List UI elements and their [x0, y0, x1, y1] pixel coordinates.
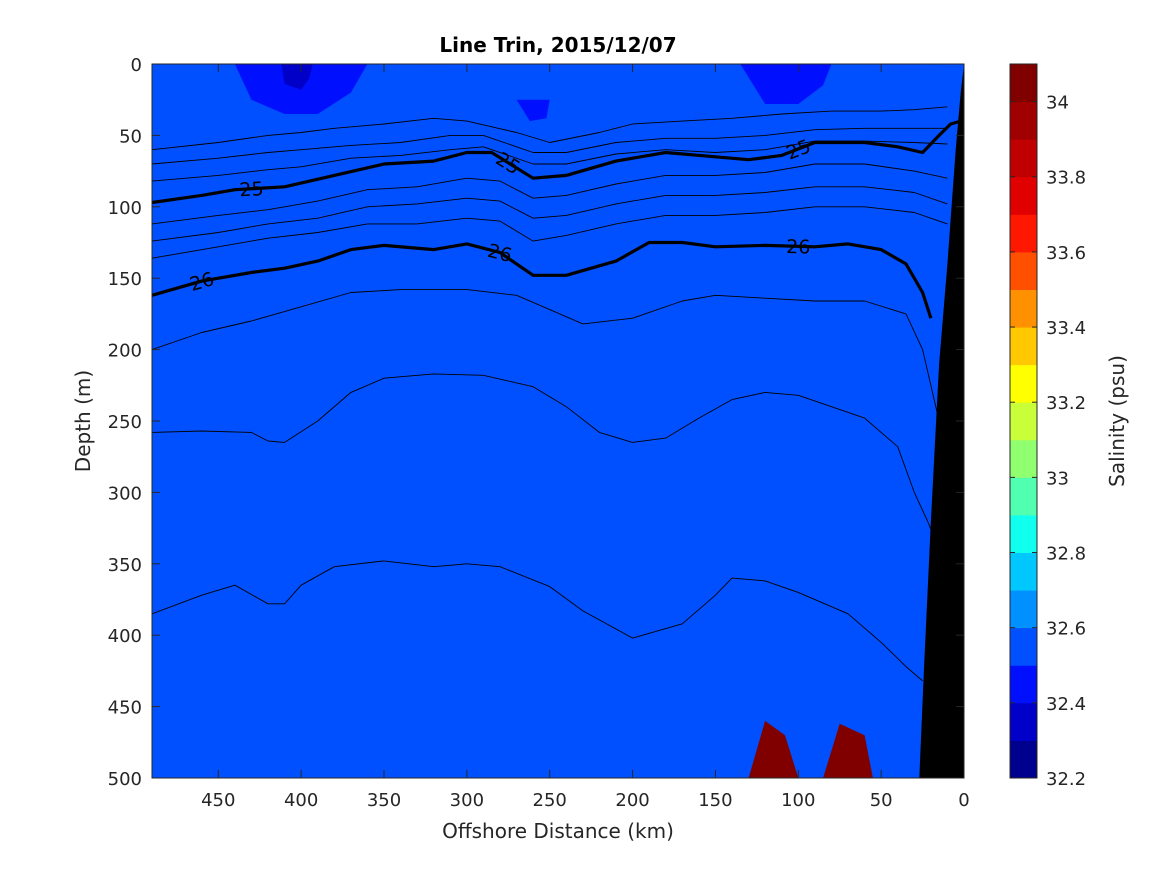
colorbar-tick-label: 32.2 [1046, 769, 1086, 790]
x-tick-label: 400 [284, 790, 318, 811]
contour-label-25: 25 [239, 178, 264, 201]
colorbar-swatch [1010, 64, 1037, 103]
colorbar-tick-label: 33.6 [1046, 243, 1086, 264]
colorbar-tick-label: 32.4 [1046, 694, 1086, 715]
colorbar-swatch [1010, 590, 1037, 629]
colorbar-tick-label: 32.6 [1046, 619, 1086, 640]
colorbar-swatch [1010, 627, 1037, 666]
isopycnal-line-4 [152, 163, 948, 225]
chart-title: Line Trin, 2015/12/07 [439, 33, 676, 57]
contour-label-26: 26 [786, 236, 811, 259]
x-axis-ticks: 450 400 350 300 250 200 150 100 50 0 [201, 64, 970, 811]
seafloor-land-mask [919, 64, 964, 778]
colorbar-swatch [1010, 702, 1037, 741]
y-tick-label: 300 [108, 483, 142, 504]
colorbar-swatch [1010, 176, 1037, 215]
colorbar-swatch [1010, 439, 1037, 478]
colorbar-tick-label: 32.8 [1046, 544, 1086, 565]
salinity-patch-5 [823, 723, 873, 778]
y-tick-label: 250 [108, 412, 142, 433]
isopycnal-line-0 [152, 106, 948, 151]
y-tick-label: 450 [108, 698, 142, 719]
salinity-contour-fills [152, 64, 964, 778]
y-tick-label: 150 [108, 269, 142, 290]
colorbar-swatch [1010, 552, 1037, 591]
y-tick-label: 500 [108, 769, 142, 790]
colorbar-swatch [1010, 665, 1037, 704]
salinity-patch-1 [281, 64, 313, 90]
isopycnal-line-6 [152, 206, 948, 259]
colorbar-tick-label: 33.8 [1046, 168, 1086, 189]
colorbar-swatch [1010, 214, 1037, 253]
salinity-band-32.55 [152, 66, 964, 778]
x-axis-label: Offshore Distance (km) [442, 819, 674, 843]
colorbar-swatch [1010, 101, 1037, 140]
colorbar-tick-label: 34 [1046, 93, 1069, 114]
salinity-patch-4 [748, 720, 799, 778]
x-tick-label: 450 [201, 790, 235, 811]
colorbar-swatch [1010, 364, 1037, 403]
colorbar-swatch [1010, 139, 1037, 178]
colorbar-swatch [1010, 251, 1037, 290]
x-tick-label: 250 [533, 790, 567, 811]
y-tick-label: 200 [108, 341, 142, 362]
colorbar: 32.2 32.4 32.6 32.8 33 33.2 33.4 33.6 33.8 34 [1009, 63, 1086, 790]
colorbar-swatch [1010, 740, 1037, 779]
y-tick-label: 100 [108, 198, 142, 219]
colorbar-swatch [1010, 514, 1037, 554]
salinity-extreme-patches [234, 64, 873, 778]
y-axis-label: Depth (m) [71, 370, 95, 472]
colorbar-tick-label: 33.4 [1046, 318, 1086, 339]
land-mask [919, 64, 964, 778]
colorbar-label: Salinity (psu) [1105, 355, 1129, 487]
y-tick-label: 0 [131, 55, 142, 76]
x-tick-label: 0 [958, 790, 969, 811]
colorbar-tick-label: 33.2 [1046, 393, 1086, 414]
x-tick-label: 50 [870, 790, 893, 811]
isopycnal-line-5 [152, 186, 948, 242]
colorbar-swatch [1010, 477, 1037, 516]
x-tick-label: 300 [450, 790, 484, 811]
x-tick-label: 100 [781, 790, 815, 811]
colorbar-tick-label: 33 [1046, 468, 1069, 489]
y-tick-label: 50 [119, 126, 142, 147]
salinity-patch-3 [516, 99, 550, 122]
colorbar-frame [1009, 63, 1038, 779]
colorbar-swatch [1010, 327, 1037, 366]
isopycnal-line-9 [152, 373, 948, 565]
x-tick-label: 150 [698, 790, 732, 811]
colorbar-swatch [1010, 402, 1037, 441]
isopycnal-line-10 [152, 560, 923, 682]
x-tick-label: 200 [615, 790, 649, 811]
isopycnal-line-8 [152, 289, 948, 443]
y-tick-label: 350 [108, 555, 142, 576]
salinity-patch-2 [740, 64, 832, 104]
x-tick-label: 350 [367, 790, 401, 811]
y-axis-ticks: 0 50 100 150 200 250 300 350 400 450 500 [108, 55, 964, 790]
isopycnal-25 [152, 119, 962, 205]
colorbar-swatch [1010, 289, 1037, 328]
isopycnal-line-1 [152, 127, 948, 165]
y-tick-label: 400 [108, 626, 142, 647]
isopycnal-26 [152, 240, 933, 319]
